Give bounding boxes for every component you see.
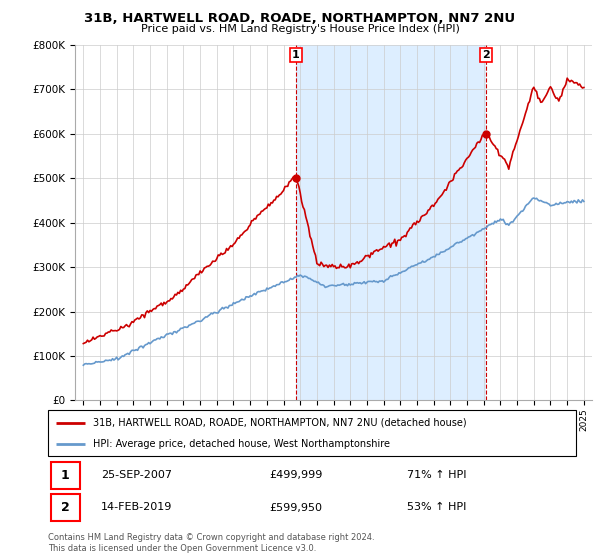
Text: 1: 1	[61, 469, 70, 482]
Text: Price paid vs. HM Land Registry's House Price Index (HPI): Price paid vs. HM Land Registry's House …	[140, 24, 460, 34]
Text: 71% ↑ HPI: 71% ↑ HPI	[407, 470, 467, 480]
FancyBboxPatch shape	[50, 494, 80, 521]
Text: 25-SEP-2007: 25-SEP-2007	[101, 470, 172, 480]
Text: 1: 1	[292, 50, 299, 60]
Text: 31B, HARTWELL ROAD, ROADE, NORTHAMPTON, NN7 2NU: 31B, HARTWELL ROAD, ROADE, NORTHAMPTON, …	[85, 12, 515, 25]
Text: 53% ↑ HPI: 53% ↑ HPI	[407, 502, 466, 512]
Text: HPI: Average price, detached house, West Northamptonshire: HPI: Average price, detached house, West…	[93, 439, 390, 449]
Text: 2: 2	[482, 50, 490, 60]
Text: Contains HM Land Registry data © Crown copyright and database right 2024.
This d: Contains HM Land Registry data © Crown c…	[48, 533, 374, 553]
Text: 2: 2	[61, 501, 70, 514]
Bar	[296, 45, 486, 400]
Text: 31B, HARTWELL ROAD, ROADE, NORTHAMPTON, NN7 2NU (detached house): 31B, HARTWELL ROAD, ROADE, NORTHAMPTON, …	[93, 418, 467, 428]
Text: £499,999: £499,999	[270, 470, 323, 480]
Text: 14-FEB-2019: 14-FEB-2019	[101, 502, 172, 512]
Text: £599,950: £599,950	[270, 502, 323, 512]
FancyBboxPatch shape	[50, 462, 80, 488]
